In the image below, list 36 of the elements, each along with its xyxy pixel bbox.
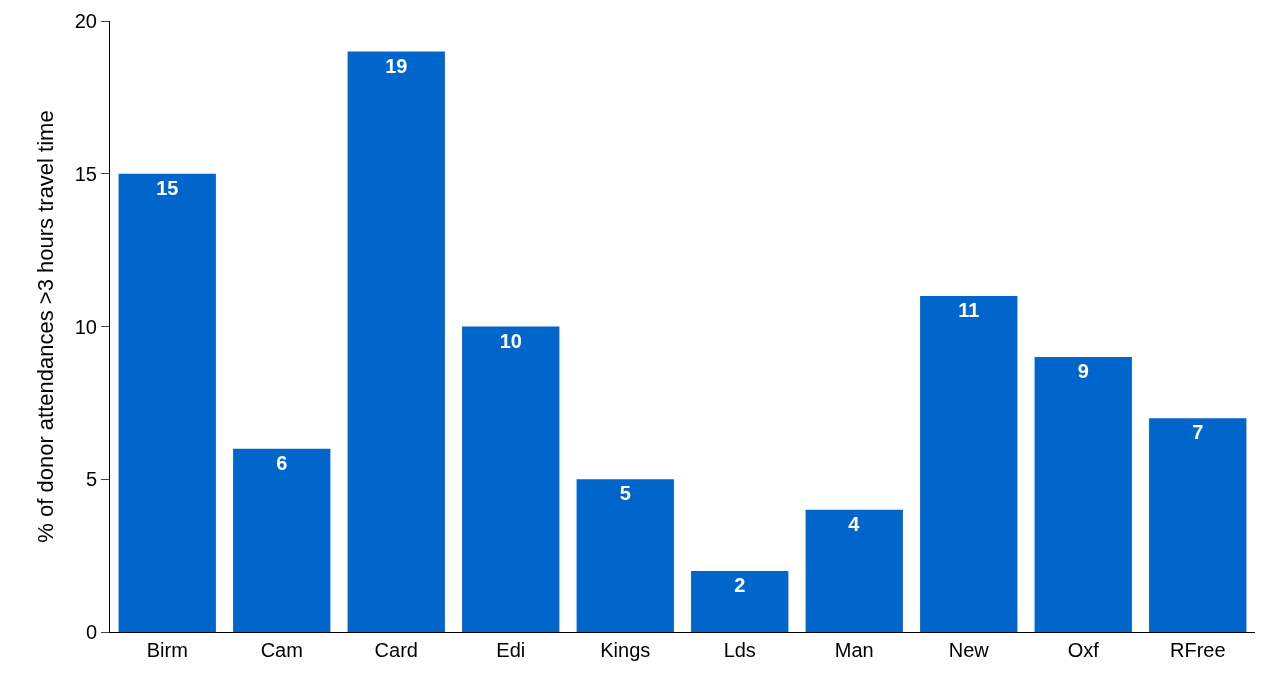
- x-tick-label: Edi: [496, 639, 526, 661]
- x-tick-label: Oxf: [1067, 639, 1100, 661]
- bar: [805, 509, 903, 632]
- data-label: 19: [385, 54, 408, 77]
- y-tick-label: 10: [74, 315, 97, 338]
- bar: [347, 51, 445, 632]
- bar: [1149, 418, 1247, 632]
- bar: [118, 173, 216, 632]
- bar: [576, 479, 674, 632]
- x-tick-label: Man: [834, 639, 874, 661]
- x-tick-label: RFree: [1169, 639, 1226, 661]
- y-tick-label: 20: [74, 10, 97, 32]
- y-axis-title: % of donor attendances >3 hours travel time: [32, 110, 58, 543]
- data-label: 2: [734, 573, 746, 596]
- y-tick-label: 5: [85, 468, 97, 491]
- x-tick-label: New: [948, 639, 990, 661]
- x-tick-label: Birm: [146, 639, 188, 661]
- data-label: 15: [156, 176, 179, 199]
- bar: [233, 448, 331, 632]
- data-label: 10: [499, 329, 522, 352]
- bar: [920, 295, 1018, 632]
- data-label: 11: [958, 298, 980, 321]
- x-tick-label: Cam: [260, 639, 303, 661]
- bar: [1034, 357, 1132, 632]
- y-tick-label: 0: [85, 621, 97, 643]
- data-label: 6: [276, 451, 288, 474]
- data-label: 5: [619, 482, 631, 505]
- y-tick-label: 15: [74, 162, 97, 185]
- data-label: 9: [1077, 360, 1089, 383]
- x-tick-label: Kings: [600, 639, 651, 661]
- data-label: 4: [848, 512, 861, 535]
- x-tick-label: Lds: [723, 639, 756, 661]
- bar: [462, 326, 560, 632]
- x-tick-label: Card: [374, 639, 418, 661]
- bar: [691, 570, 789, 632]
- data-label: 7: [1192, 421, 1204, 444]
